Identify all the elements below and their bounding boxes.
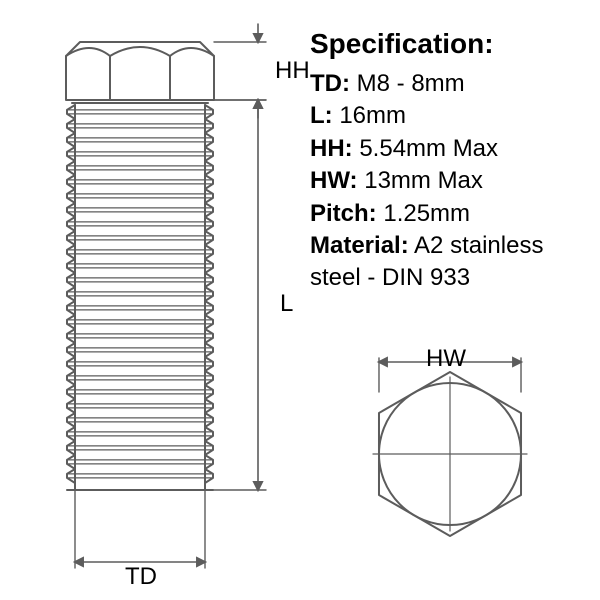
dim-label-hh: HH xyxy=(275,57,310,85)
spec-row-material: Material: A2 stainless steel - DIN 933 xyxy=(310,230,585,295)
dim-label-hw: HW xyxy=(426,345,466,373)
dim-label-l: L xyxy=(280,290,293,318)
spec-row-td: TD: M8 - 8mm xyxy=(310,68,585,100)
spec-title: Specification: xyxy=(310,28,585,60)
spec-row-hw: HW: 13mm Max xyxy=(310,165,585,197)
spec-row-l: L: 16mm xyxy=(310,100,585,132)
diagram-canvas: HH L TD HW Specification: TD: M8 - 8mm L… xyxy=(0,0,600,600)
dim-label-td: TD xyxy=(125,563,157,591)
spec-row-hh: HH: 5.54mm Max xyxy=(310,133,585,165)
spec-row-pitch: Pitch: 1.25mm xyxy=(310,198,585,230)
specification-block: Specification: TD: M8 - 8mm L: 16mm HH: … xyxy=(310,28,585,295)
